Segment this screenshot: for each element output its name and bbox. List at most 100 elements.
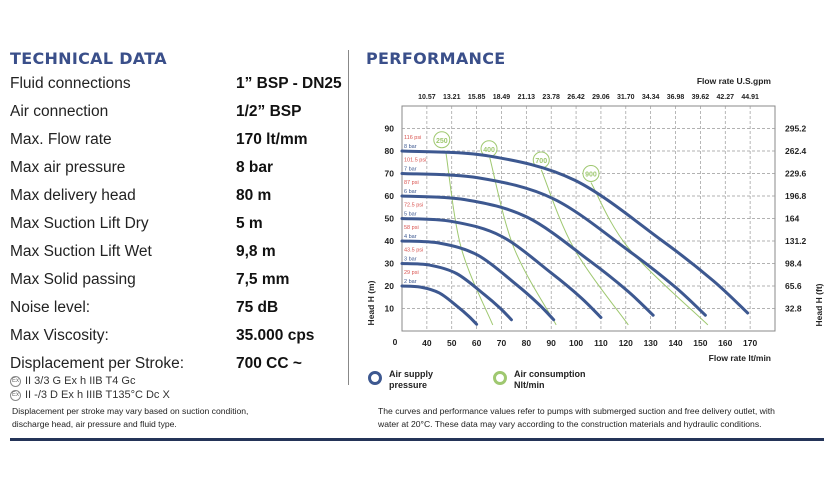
x-tick-label: 130 [644,338,658,348]
spec-value: 1/2” BSP [236,103,302,120]
spec-label: Max air pressure [10,159,126,176]
x-tick-label: 90 [546,338,556,348]
y-axis-title: Head H (m) [366,280,376,325]
performance-chart: 40 10.57 50 13.21 60 15.85 70 18.49 80 21.13 90 23.… [366,76,824,390]
pressure-curve [400,217,603,319]
note-line: The curves and performance values refer … [378,406,775,416]
pressure-curve [400,172,707,317]
pressure-psi-label: 101.5 psi [404,158,426,164]
spec-row: Max Suction Lift Wet 9,8 m [10,243,350,265]
x-tick-label: 170 [743,338,757,348]
y-tick-label: 20 [385,281,395,291]
spec-label: Max Solid passing [10,271,136,288]
x2-tick-label: 10.57 [418,94,436,101]
bottom-rule [10,438,824,441]
pressure-bar-label: 4 bar [404,234,417,240]
atex-text: II -/3 D Ex h IIIB T135°C Dc X [25,389,170,401]
x2-tick-label: 26.42 [567,94,585,101]
x2-tick-label: 13.21 [443,94,461,101]
y-tick-label: 90 [385,124,395,134]
spec-label: Max Suction Lift Wet [10,243,152,260]
spec-value: 700 CC ~ [236,355,302,372]
spec-label: Air connection [10,103,109,120]
pressure-bar-label: 2 bar [404,279,417,285]
technical-data-title: TECHNICAL DATA [10,49,167,68]
x2-tick-label: 29.06 [592,94,610,101]
legend-label: Air consumption [514,369,586,379]
x-origin-label: 0 [393,337,398,347]
air-consumption-badge [433,131,451,149]
x2-tick-label: 15.85 [468,94,486,101]
pressure-psi-label: 29 psi [404,270,419,276]
y-tick-label: 10 [385,304,395,314]
x2-tick-label: 18.49 [493,94,511,101]
ex-atex-icon: Ex [10,389,21,401]
note-line: discharge head, air pressure and fluid t… [12,419,177,429]
spec-label: Fluid connections [10,75,131,92]
pressure-curve [400,239,556,322]
y2-tick-label: 98.4 [785,259,802,269]
ex-atex-icon: Ex [10,375,21,387]
spec-label: Max. Flow rate [10,131,112,148]
pressure-curve [400,284,479,326]
y2-tick-label: 196.8 [785,191,807,201]
x2-tick-label: 39.62 [692,94,710,101]
air-consumption-line [590,182,709,326]
x2-tick-label: 21.13 [518,94,536,101]
pressure-bar-label: 5 bar [404,212,417,218]
x-tick-label: 110 [594,338,608,348]
x-axis-title: Flow rate lt/min [709,353,771,363]
legend-label: Air supply [389,369,433,379]
spec-row: Displacement per Stroke: 700 CC ~ [10,355,350,377]
x-tick-label: 60 [472,338,482,348]
spec-label: Max delivery head [10,187,136,204]
y-tick-label: 40 [385,236,395,246]
spec-row: Air connection 1/2” BSP [10,103,350,125]
pressure-bar-label: 6 bar [404,189,417,195]
x2-tick-label: 23.78 [542,94,560,101]
air-supply-legend-icon [368,371,382,385]
x-tick-label: 100 [569,338,583,348]
spec-value: 9,8 m [236,243,276,260]
spec-row: Noise level: 75 dB [10,299,350,321]
pressure-psi-label: 58 psi [404,225,419,231]
x2-tick-label: 34.34 [642,94,660,101]
spec-value: 5 m [236,215,263,232]
spec-row: Max Viscosity: 35.000 cps [10,327,350,349]
spec-row: Max air pressure 8 bar [10,159,350,181]
performance-note: The curves and performance values refer … [378,405,775,431]
x-tick-label: 50 [447,338,457,348]
y-tick-label: 80 [385,146,395,156]
spec-value: 75 dB [236,299,279,316]
y2-axis-title: Head H (ft) [814,283,824,326]
legend-label: Nlt/min [514,380,545,390]
spec-label: Displacement per Stroke: [10,355,185,372]
y-tick-label: 50 [385,214,395,224]
atex-line: Ex II 3/3 G Ex h IIB T4 Gc [10,375,135,387]
x2-tick-label: 36.98 [667,94,685,101]
displacement-note: Displacement per stroke may vary based o… [12,405,248,431]
pressure-bar-label: 3 bar [404,257,417,263]
spec-row: Fluid connections 1” BSP - DN25 [10,75,350,97]
air-consumption-label: 700 [535,158,547,165]
spec-label: Noise level: [10,299,91,316]
spec-label: Max Viscosity: [10,327,109,344]
air-consumption-line [489,157,557,326]
performance-title: PERFORMANCE [366,49,506,68]
air-consumption-legend-icon [493,371,507,385]
atex-text: II 3/3 G Ex h IIB T4 Gc [25,375,136,387]
x2-tick-label: 44.91 [741,94,759,101]
pressure-psi-label: 72.5 psi [404,203,423,209]
atex-line: Ex II -/3 D Ex h IIIB T135°C Dc X [10,389,170,401]
y2-tick-label: 131.2 [785,236,807,246]
pressure-psi-label: 116 psi [404,135,421,141]
spec-value: 80 m [236,187,272,204]
x-tick-label: 120 [619,338,633,348]
spec-label: Max Suction Lift Dry [10,215,149,232]
legend-label: pressure [389,380,427,390]
y2-tick-label: 262.4 [785,146,807,156]
x-tick-label: 80 [522,338,532,348]
air-consumption-label: 900 [585,172,597,179]
air-consumption-label: 250 [436,138,448,145]
